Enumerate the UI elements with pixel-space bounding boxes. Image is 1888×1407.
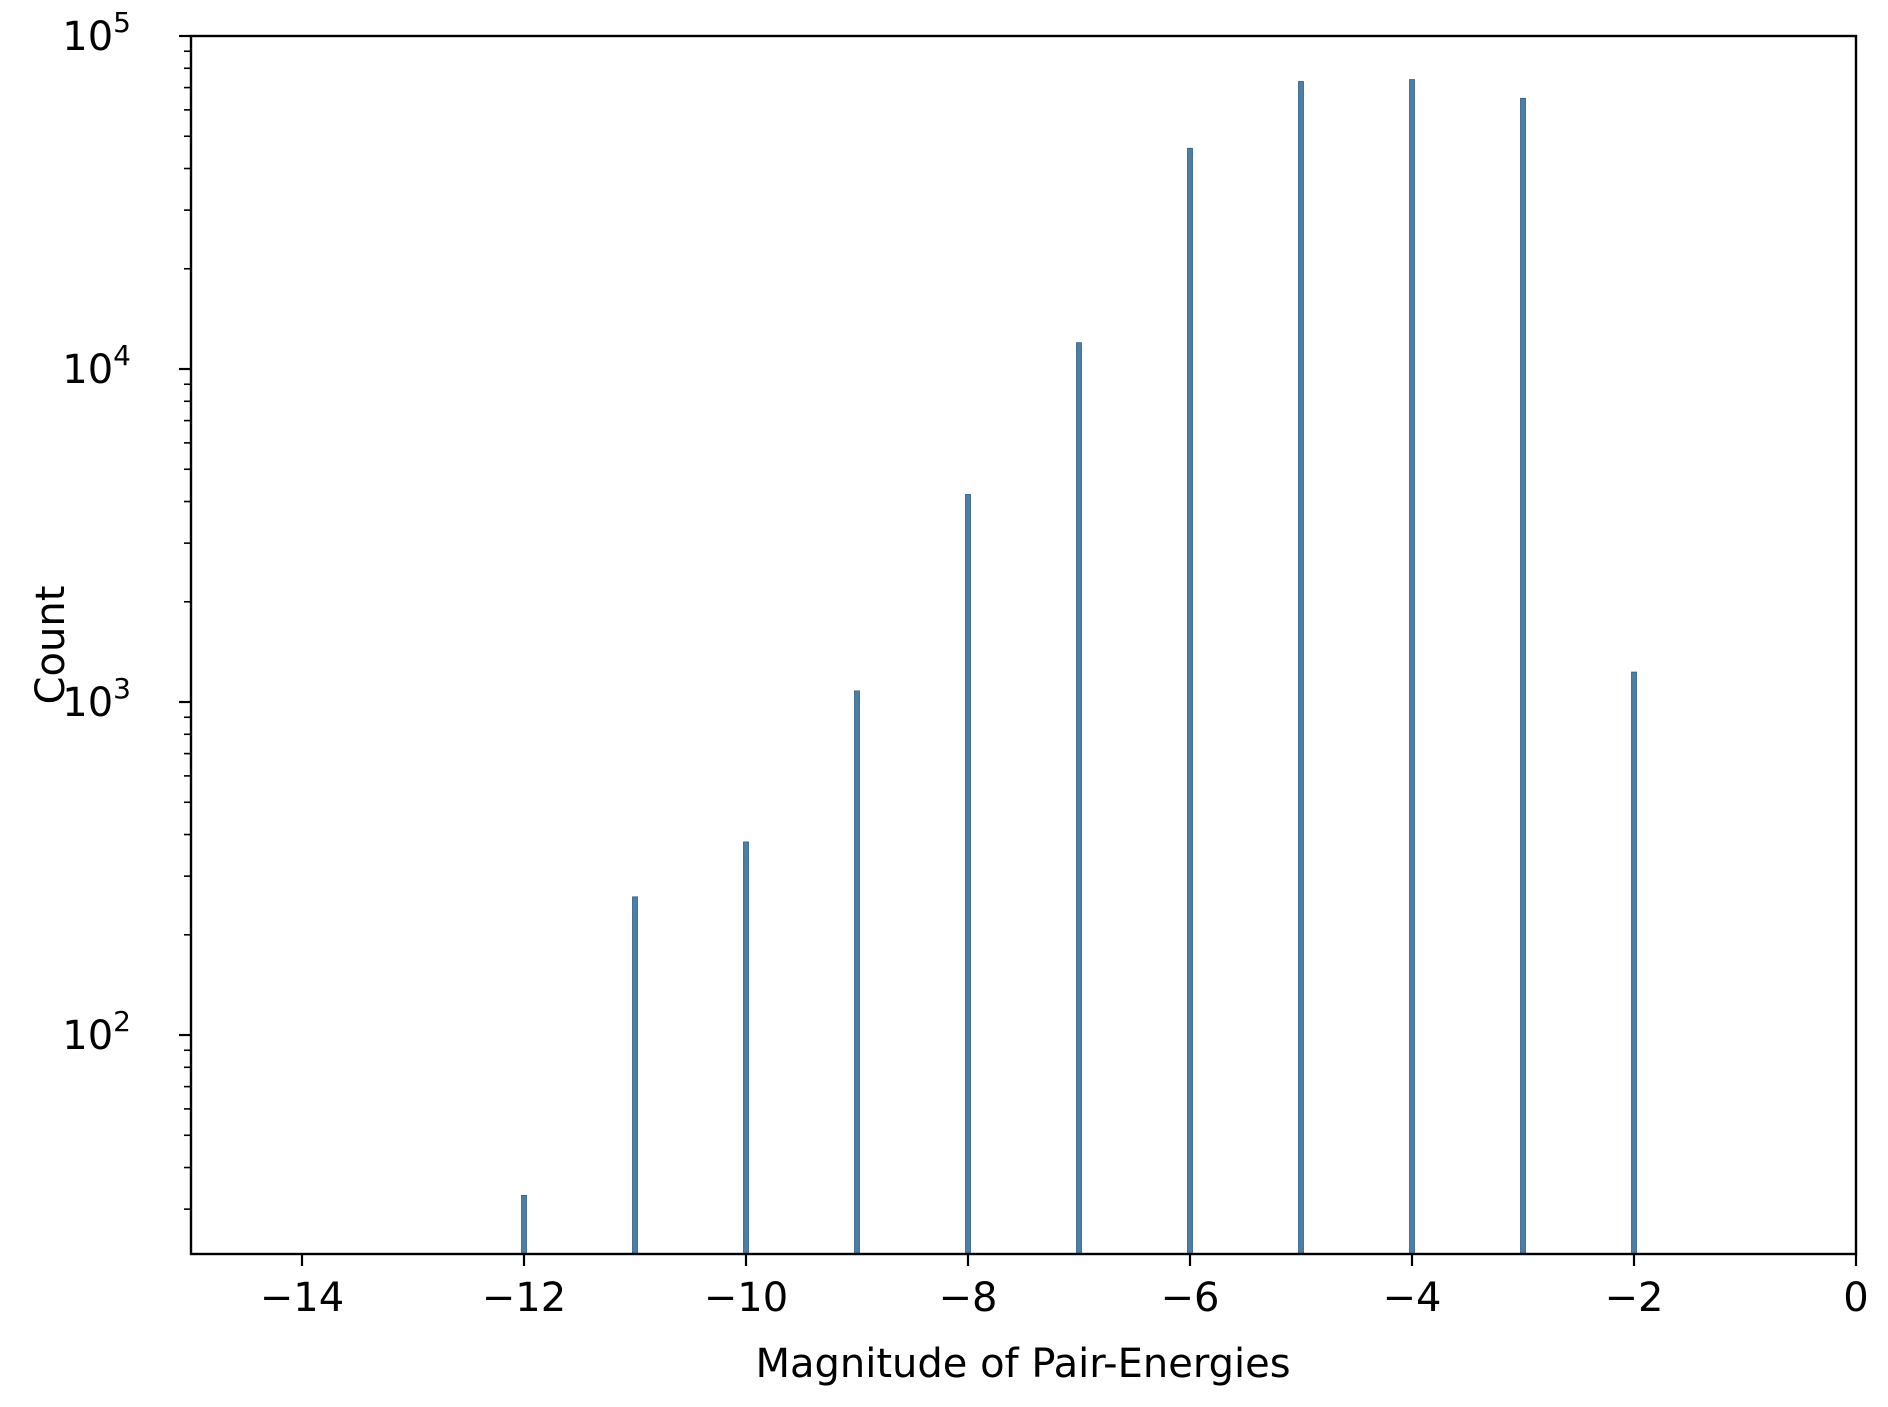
x-axis-label: Magnitude of Pair-Energies <box>755 1341 1290 1387</box>
bar <box>1076 342 1082 1255</box>
y-tick-label: 102 <box>62 1005 131 1059</box>
y-tick-label: 105 <box>62 6 131 60</box>
y-tick-label: 104 <box>62 339 131 393</box>
x-tick-label: −2 <box>1605 1275 1664 1321</box>
bar <box>1409 79 1415 1255</box>
x-tick-label: −10 <box>704 1275 788 1321</box>
bar <box>521 1194 527 1255</box>
y-axis: 102 103 104 105 <box>62 6 191 1210</box>
bar <box>965 494 971 1255</box>
y-axis-label: Count <box>28 586 74 705</box>
plot-frame <box>189 34 1858 1256</box>
x-tick-label: −14 <box>260 1275 344 1321</box>
y-tick-label: 103 <box>62 672 131 726</box>
x-tick-label: −4 <box>1383 1275 1442 1321</box>
bar <box>1187 147 1193 1255</box>
bar <box>1520 97 1526 1255</box>
x-tick-label: −12 <box>482 1275 566 1321</box>
x-tick-label: 0 <box>1843 1275 1868 1321</box>
x-tick-label: −8 <box>939 1275 998 1321</box>
bar <box>632 896 638 1255</box>
x-tick-label: −6 <box>1161 1275 1220 1321</box>
bar <box>743 841 749 1255</box>
x-axis: −14 −12 −10 −8 −6 −4 −2 0 <box>260 1254 1869 1321</box>
bar <box>854 690 860 1255</box>
bar <box>1298 81 1304 1255</box>
bar <box>1631 671 1637 1255</box>
bars-group <box>521 79 1637 1255</box>
